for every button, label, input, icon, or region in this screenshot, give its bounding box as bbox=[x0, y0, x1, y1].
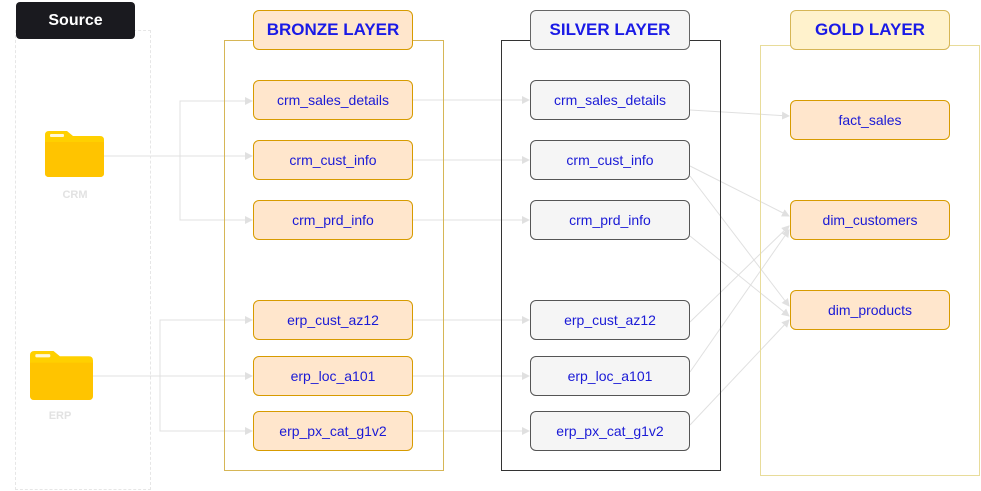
edge-silver-crm-cust-info-to-dim-customers bbox=[689, 165, 790, 217]
source-title: Source bbox=[16, 2, 135, 39]
gold-table-dim-customers[interactable]: dim_customers bbox=[790, 200, 950, 240]
bronze-layer-title: BRONZE LAYER bbox=[253, 10, 413, 50]
silver-table-crm-prd-info[interactable]: crm_prd_info bbox=[530, 200, 690, 240]
folder-icon bbox=[45, 131, 104, 177]
edge-silver-erp-px-cat-g1v2-to-dim-products bbox=[689, 319, 790, 426]
gold-layer-title: GOLD LAYER bbox=[790, 10, 950, 50]
edge-silver-erp-loc-a101-to-dim-customers bbox=[689, 229, 790, 373]
silver-table-erp-loc-a101[interactable]: erp_loc_a101 bbox=[530, 356, 690, 396]
silver-table-crm-cust-info[interactable]: crm_cust_info bbox=[530, 140, 690, 180]
folder-icon bbox=[30, 350, 93, 401]
silver-table-erp-cust-az12[interactable]: erp_cust_az12 bbox=[530, 300, 690, 340]
bronze-table-crm-prd-info[interactable]: crm_prd_info bbox=[253, 200, 413, 240]
edge-silver-crm-prd-info-to-dim-products bbox=[689, 235, 790, 317]
edge-silver-crm-cust-info-to-dim-products bbox=[689, 175, 790, 307]
silver-table-crm-sales-details[interactable]: crm_sales_details bbox=[530, 80, 690, 120]
bronze-table-erp-loc-a101[interactable]: erp_loc_a101 bbox=[253, 356, 413, 396]
bronze-table-crm-sales-details[interactable]: crm_sales_details bbox=[253, 80, 413, 120]
bronze-table-crm-cust-info[interactable]: crm_cust_info bbox=[253, 140, 413, 180]
crm-source[interactable] bbox=[45, 131, 104, 182]
edge-erp-to-erp-px-cat-g1v2 bbox=[93, 375, 253, 435]
edge-crm-to-crm-prd-info bbox=[104, 155, 253, 224]
erp-source[interactable] bbox=[30, 350, 93, 406]
edge-silver-crm-sales-details-to-fact-sales bbox=[689, 109, 790, 120]
erp-source-label: ERP bbox=[48, 410, 72, 422]
silver-layer-title: SILVER LAYER bbox=[530, 10, 690, 50]
crm-source-label: CRM bbox=[62, 189, 88, 201]
silver-table-erp-px-cat-g1v2[interactable]: erp_px_cat_g1v2 bbox=[530, 411, 690, 451]
gold-table-fact-sales[interactable]: fact_sales bbox=[790, 100, 950, 140]
gold-table-dim-products[interactable]: dim_products bbox=[790, 290, 950, 330]
edge-silver-erp-cust-az12-to-dim-customers bbox=[689, 225, 790, 323]
bronze-table-erp-px-cat-g1v2[interactable]: erp_px_cat_g1v2 bbox=[253, 411, 413, 451]
bronze-table-erp-cust-az12[interactable]: erp_cust_az12 bbox=[253, 300, 413, 340]
